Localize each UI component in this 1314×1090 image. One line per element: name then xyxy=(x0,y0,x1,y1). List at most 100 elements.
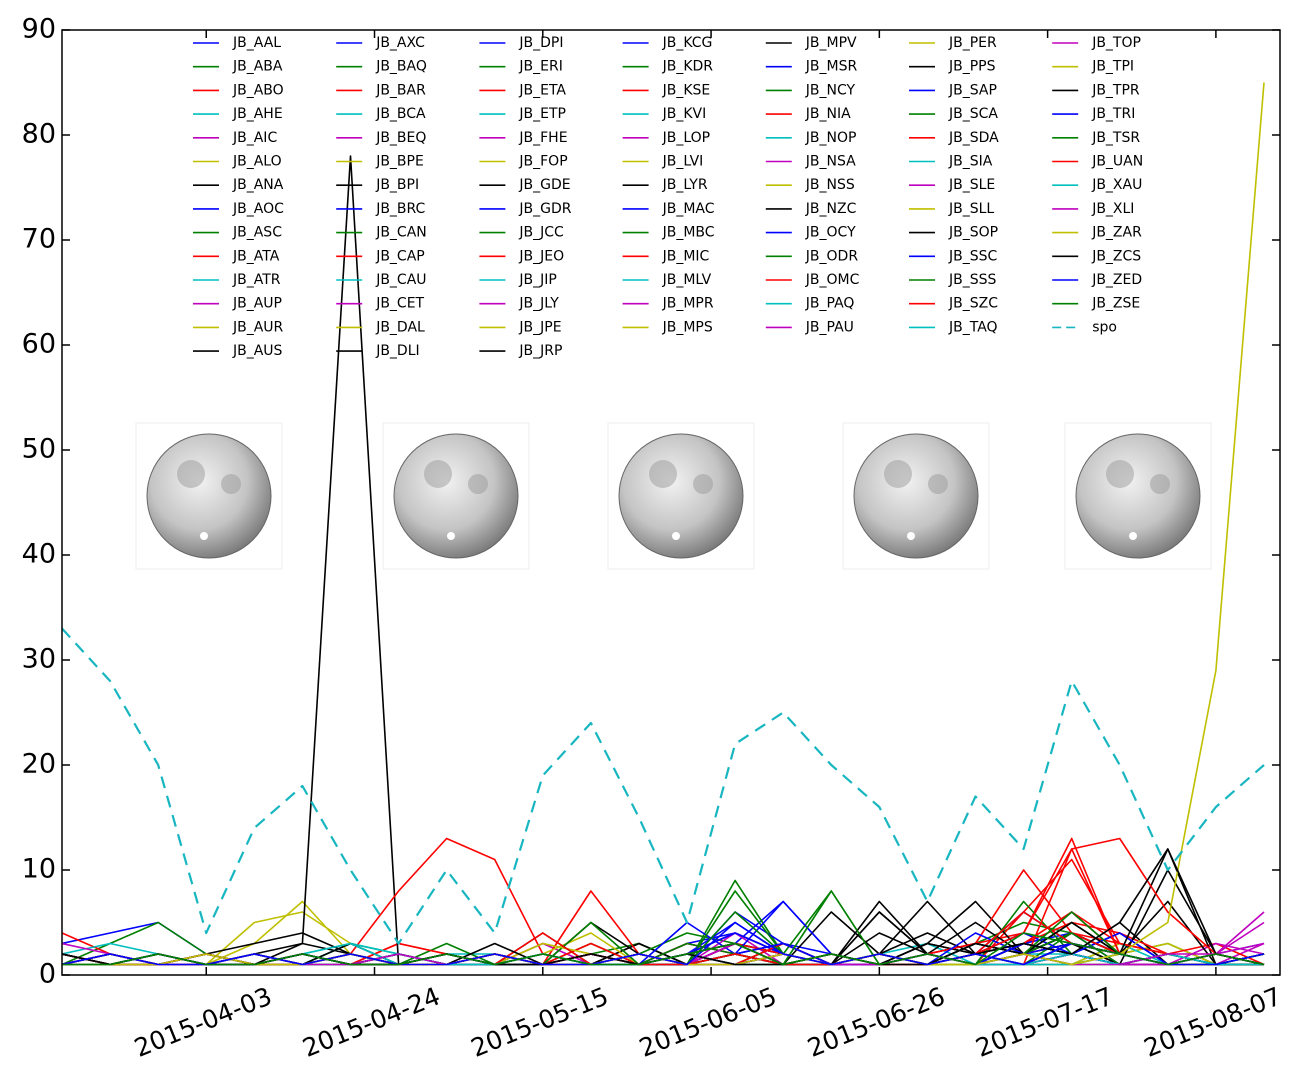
y-tick-label: 90 xyxy=(22,14,56,45)
legend-label: JB_ALO xyxy=(232,154,282,170)
legend-label: JB_SLL xyxy=(948,201,994,217)
legend-label: JB_ETP xyxy=(518,106,566,122)
legend-label: JB_ZED xyxy=(1091,272,1142,288)
legend-label: JB_SLE xyxy=(948,177,995,193)
legend-label: JB_SAP xyxy=(948,82,997,98)
page: {"chart_data": {"type": "line", "x": ["2… xyxy=(0,0,1314,1090)
x-tick-label: 2015-06-26 xyxy=(803,981,949,1062)
x-tick-label: 2015-06-05 xyxy=(635,981,781,1062)
legend-label: JB_SIA xyxy=(948,154,993,170)
legend-label: JB_BPE xyxy=(375,154,424,170)
legend-label: JB_MPV xyxy=(805,35,857,51)
y-tick-label: 80 xyxy=(22,119,56,150)
legend-label: JB_LOP xyxy=(662,130,711,146)
legend-label: JB_ATA xyxy=(232,248,280,264)
series-line xyxy=(62,923,1264,965)
legend-label: spo xyxy=(1092,319,1117,335)
moon-icon xyxy=(136,423,282,569)
x-tick-label: 2015-04-03 xyxy=(130,981,276,1062)
legend-label: JB_TOP xyxy=(1091,35,1141,51)
legend-label: JB_PER xyxy=(948,35,997,51)
legend-label: JB_SOP xyxy=(948,225,998,241)
legend-label: JB_GDR xyxy=(518,201,571,217)
legend-label: JB_KDR xyxy=(662,59,714,75)
legend-label: JB_TRI xyxy=(1091,106,1135,122)
legend-label: JB_PPS xyxy=(948,59,996,75)
y-tick-label: 40 xyxy=(22,539,56,570)
legend-label: JB_AUR xyxy=(232,319,284,335)
legend-label: JB_CAP xyxy=(375,248,425,264)
moon-icon xyxy=(608,423,754,569)
legend-label: JB_MAC xyxy=(662,201,715,217)
legend-label: JB_TAQ xyxy=(948,319,998,335)
legend-label: JB_BRC xyxy=(375,201,425,217)
legend-label: JB_NCY xyxy=(805,82,856,98)
legend: JB_AALJB_ABAJB_ABOJB_AHEJB_AICJB_ALOJB_A… xyxy=(193,35,1143,359)
y-tick-label: 60 xyxy=(22,329,56,360)
legend-label: JB_AAL xyxy=(232,35,281,51)
legend-label: JB_LVI xyxy=(662,154,704,170)
legend-label: JB_MPR xyxy=(662,296,714,312)
legend-label: JB_CET xyxy=(375,296,424,312)
legend-label: JB_ZCS xyxy=(1091,248,1141,264)
legend-label: JB_NSA xyxy=(805,154,856,170)
legend-label: JB_SCA xyxy=(948,106,998,122)
chart: 01020304050607080902015-04-032015-04-242… xyxy=(0,0,1314,1090)
y-tick-label: 20 xyxy=(22,749,56,780)
moon-icon xyxy=(383,423,529,569)
legend-label: JB_KVI xyxy=(662,106,707,122)
legend-label: JB_CAN xyxy=(375,225,427,241)
legend-label: JB_MSR xyxy=(805,59,858,75)
legend-label: JB_UAN xyxy=(1091,154,1143,170)
legend-label: JB_ASC xyxy=(232,225,282,241)
legend-label: JB_ABO xyxy=(232,82,284,98)
x-tick-label: 2015-05-15 xyxy=(467,981,613,1062)
y-tick-label: 0 xyxy=(39,959,56,990)
legend-label: JB_XLI xyxy=(1091,201,1134,217)
legend-label: JB_AUS xyxy=(232,343,283,359)
legend-label: JB_SSC xyxy=(948,248,998,264)
legend-label: JB_ODR xyxy=(805,248,859,264)
legend-label: JB_DAL xyxy=(375,319,425,335)
legend-label: JB_XAU xyxy=(1091,177,1142,193)
legend-label: JB_KCG xyxy=(662,35,713,51)
legend-label: JB_NOP xyxy=(805,130,857,146)
legend-label: JB_ZAR xyxy=(1091,225,1142,241)
legend-label: JB_ATR xyxy=(232,272,281,288)
x-tick-label: 2015-08-07 xyxy=(1140,981,1286,1062)
legend-label: JB_PAQ xyxy=(805,296,855,312)
legend-label: JB_ZSE xyxy=(1091,296,1140,312)
legend-label: JB_LYR xyxy=(662,177,708,193)
y-tick-label: 30 xyxy=(22,644,56,675)
legend-label: JB_DLI xyxy=(375,343,419,359)
legend-label: JB_AHE xyxy=(232,106,283,122)
y-tick-label: 70 xyxy=(22,224,56,255)
legend-label: JB_BEQ xyxy=(375,130,426,146)
legend-label: JB_AOC xyxy=(232,201,284,217)
legend-label: JB_ANA xyxy=(232,177,284,193)
legend-label: JB_TPI xyxy=(1091,59,1134,75)
legend-label: JB_JLY xyxy=(518,296,559,312)
x-tick-label: 2015-04-24 xyxy=(299,981,445,1062)
legend-label: JB_OMC xyxy=(805,272,860,288)
legend-label: JB_TPR xyxy=(1091,82,1140,98)
legend-label: JB_GDE xyxy=(518,177,570,193)
legend-label: JB_NIA xyxy=(805,106,851,122)
legend-label: JB_DPI xyxy=(518,35,563,51)
legend-label: JB_ERI xyxy=(518,59,562,75)
legend-label: JB_FOP xyxy=(518,154,567,170)
series-line xyxy=(62,629,1264,944)
legend-label: JB_JRP xyxy=(518,343,562,359)
legend-label: JB_TSR xyxy=(1091,130,1140,146)
legend-label: JB_NZC xyxy=(805,201,857,217)
legend-label: JB_BAQ xyxy=(375,59,427,75)
legend-label: JB_CAU xyxy=(375,272,426,288)
legend-label: JB_SZC xyxy=(948,296,998,312)
legend-label: JB_MPS xyxy=(662,319,713,335)
legend-label: JB_NSS xyxy=(805,177,855,193)
legend-label: JB_SSS xyxy=(948,272,997,288)
legend-label: JB_ABA xyxy=(232,59,283,75)
legend-label: JB_FHE xyxy=(518,130,567,146)
legend-label: JB_MBC xyxy=(662,225,715,241)
series-line xyxy=(62,870,1264,965)
